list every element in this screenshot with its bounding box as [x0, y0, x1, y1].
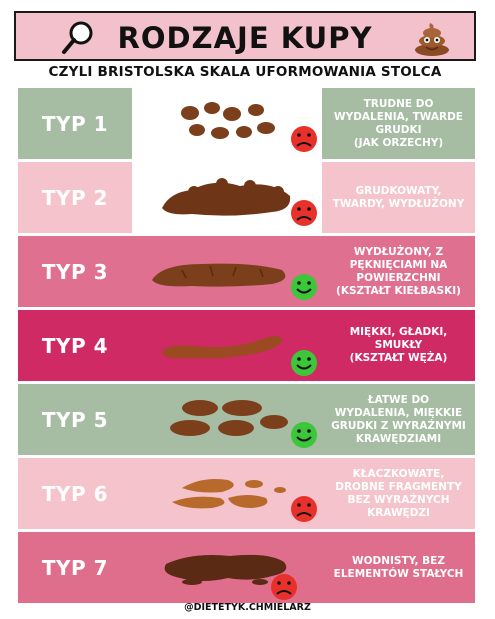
sad-face-icon — [271, 574, 297, 600]
row-label: TYP 6 — [18, 458, 132, 529]
row-description: MIĘKKI, GŁADKI, SMUKŁY (KSZTAŁT WĘŻA) — [322, 310, 475, 381]
stool-type-7-icon — [164, 554, 297, 600]
poop-emoji-icon — [415, 23, 449, 56]
sad-face-icon — [291, 200, 317, 226]
row-label: TYP 7 — [18, 532, 132, 603]
page-title: RODZAJE KUPY — [117, 21, 373, 55]
stool-type-5-icon — [170, 400, 317, 448]
row-label: TYP 3 — [18, 236, 132, 307]
row-description: ŁATWE DO WYDALENIA, MIĘKKIE GRUDKI Z WYR… — [322, 384, 475, 455]
row-typ-5: TYP 5 ŁATWE DO WYDALENIA, MIĘKKIE GRUDKI… — [18, 384, 475, 455]
row-label: TYP 4 — [18, 310, 132, 381]
row-typ-2: TYP 2 GRUDKOWATY, TWARDY, WYDŁUŻONY — [18, 162, 475, 233]
stool-type-3-icon — [152, 263, 317, 300]
row-description: KŁACZKOWATE, DROBNE FRAGMENTY BEZ WYRAŹN… — [322, 458, 475, 529]
title-banner: RODZAJE KUPY — [14, 11, 476, 61]
happy-face-icon — [291, 422, 317, 448]
stool-illustration — [132, 236, 322, 307]
stool-type-6-icon — [172, 479, 317, 522]
sad-face-icon — [291, 126, 317, 152]
happy-face-icon — [291, 274, 317, 300]
row-label: TYP 1 — [18, 88, 132, 159]
stool-illustration — [132, 458, 322, 529]
stool-illustration — [132, 88, 322, 159]
stool-type-2-icon — [162, 178, 317, 226]
row-typ-3: TYP 3 WYDŁUŻONY, Z PĘKNIĘCIAMI NA POWIER… — [18, 236, 475, 307]
row-description: TRUDNE DO WYDALENIA, TWARDE GRUDKI (JAK … — [322, 88, 475, 159]
row-typ-4: TYP 4 MIĘKKI, GŁADKI, SMUKŁY (KSZTAŁT WĘ… — [18, 310, 475, 381]
stool-illustration — [132, 162, 322, 233]
row-label: TYP 2 — [18, 162, 132, 233]
row-description: GRUDKOWATY, TWARDY, WYDŁUŻONY — [322, 162, 475, 233]
row-typ-1: TYP 1 TRUDNE DO WYDALENIA, TWARDE GRUDKI… — [18, 88, 475, 159]
row-typ-6: TYP 6 KŁACZKOWATE, DROBNE FRAGMENTY BEZ … — [18, 458, 475, 529]
page-subtitle: CZYLI BRISTOLSKA SKALA UFORMOWANIA STOLC… — [48, 64, 442, 80]
author-handle: @DIETETYK.CHMIELARZ — [184, 602, 311, 613]
stool-illustration — [132, 532, 322, 603]
stool-type-4-icon — [162, 336, 317, 376]
magnifier-icon — [62, 21, 93, 54]
stool-illustration — [132, 384, 322, 455]
row-description: WODNISTY, BEZ ELEMENTÓW STAŁYCH — [322, 532, 475, 603]
row-description: WYDŁUŻONY, Z PĘKNIĘCIAMI NA POWIERZCHNI … — [322, 236, 475, 307]
happy-face-icon — [291, 350, 317, 376]
row-label: TYP 5 — [18, 384, 132, 455]
stool-type-1-icon — [181, 102, 317, 152]
row-typ-7: TYP 7 WODNISTY, BEZ ELEMENTÓW STAŁYCH — [18, 532, 475, 603]
stool-illustration — [132, 310, 322, 381]
sad-face-icon — [291, 496, 317, 522]
